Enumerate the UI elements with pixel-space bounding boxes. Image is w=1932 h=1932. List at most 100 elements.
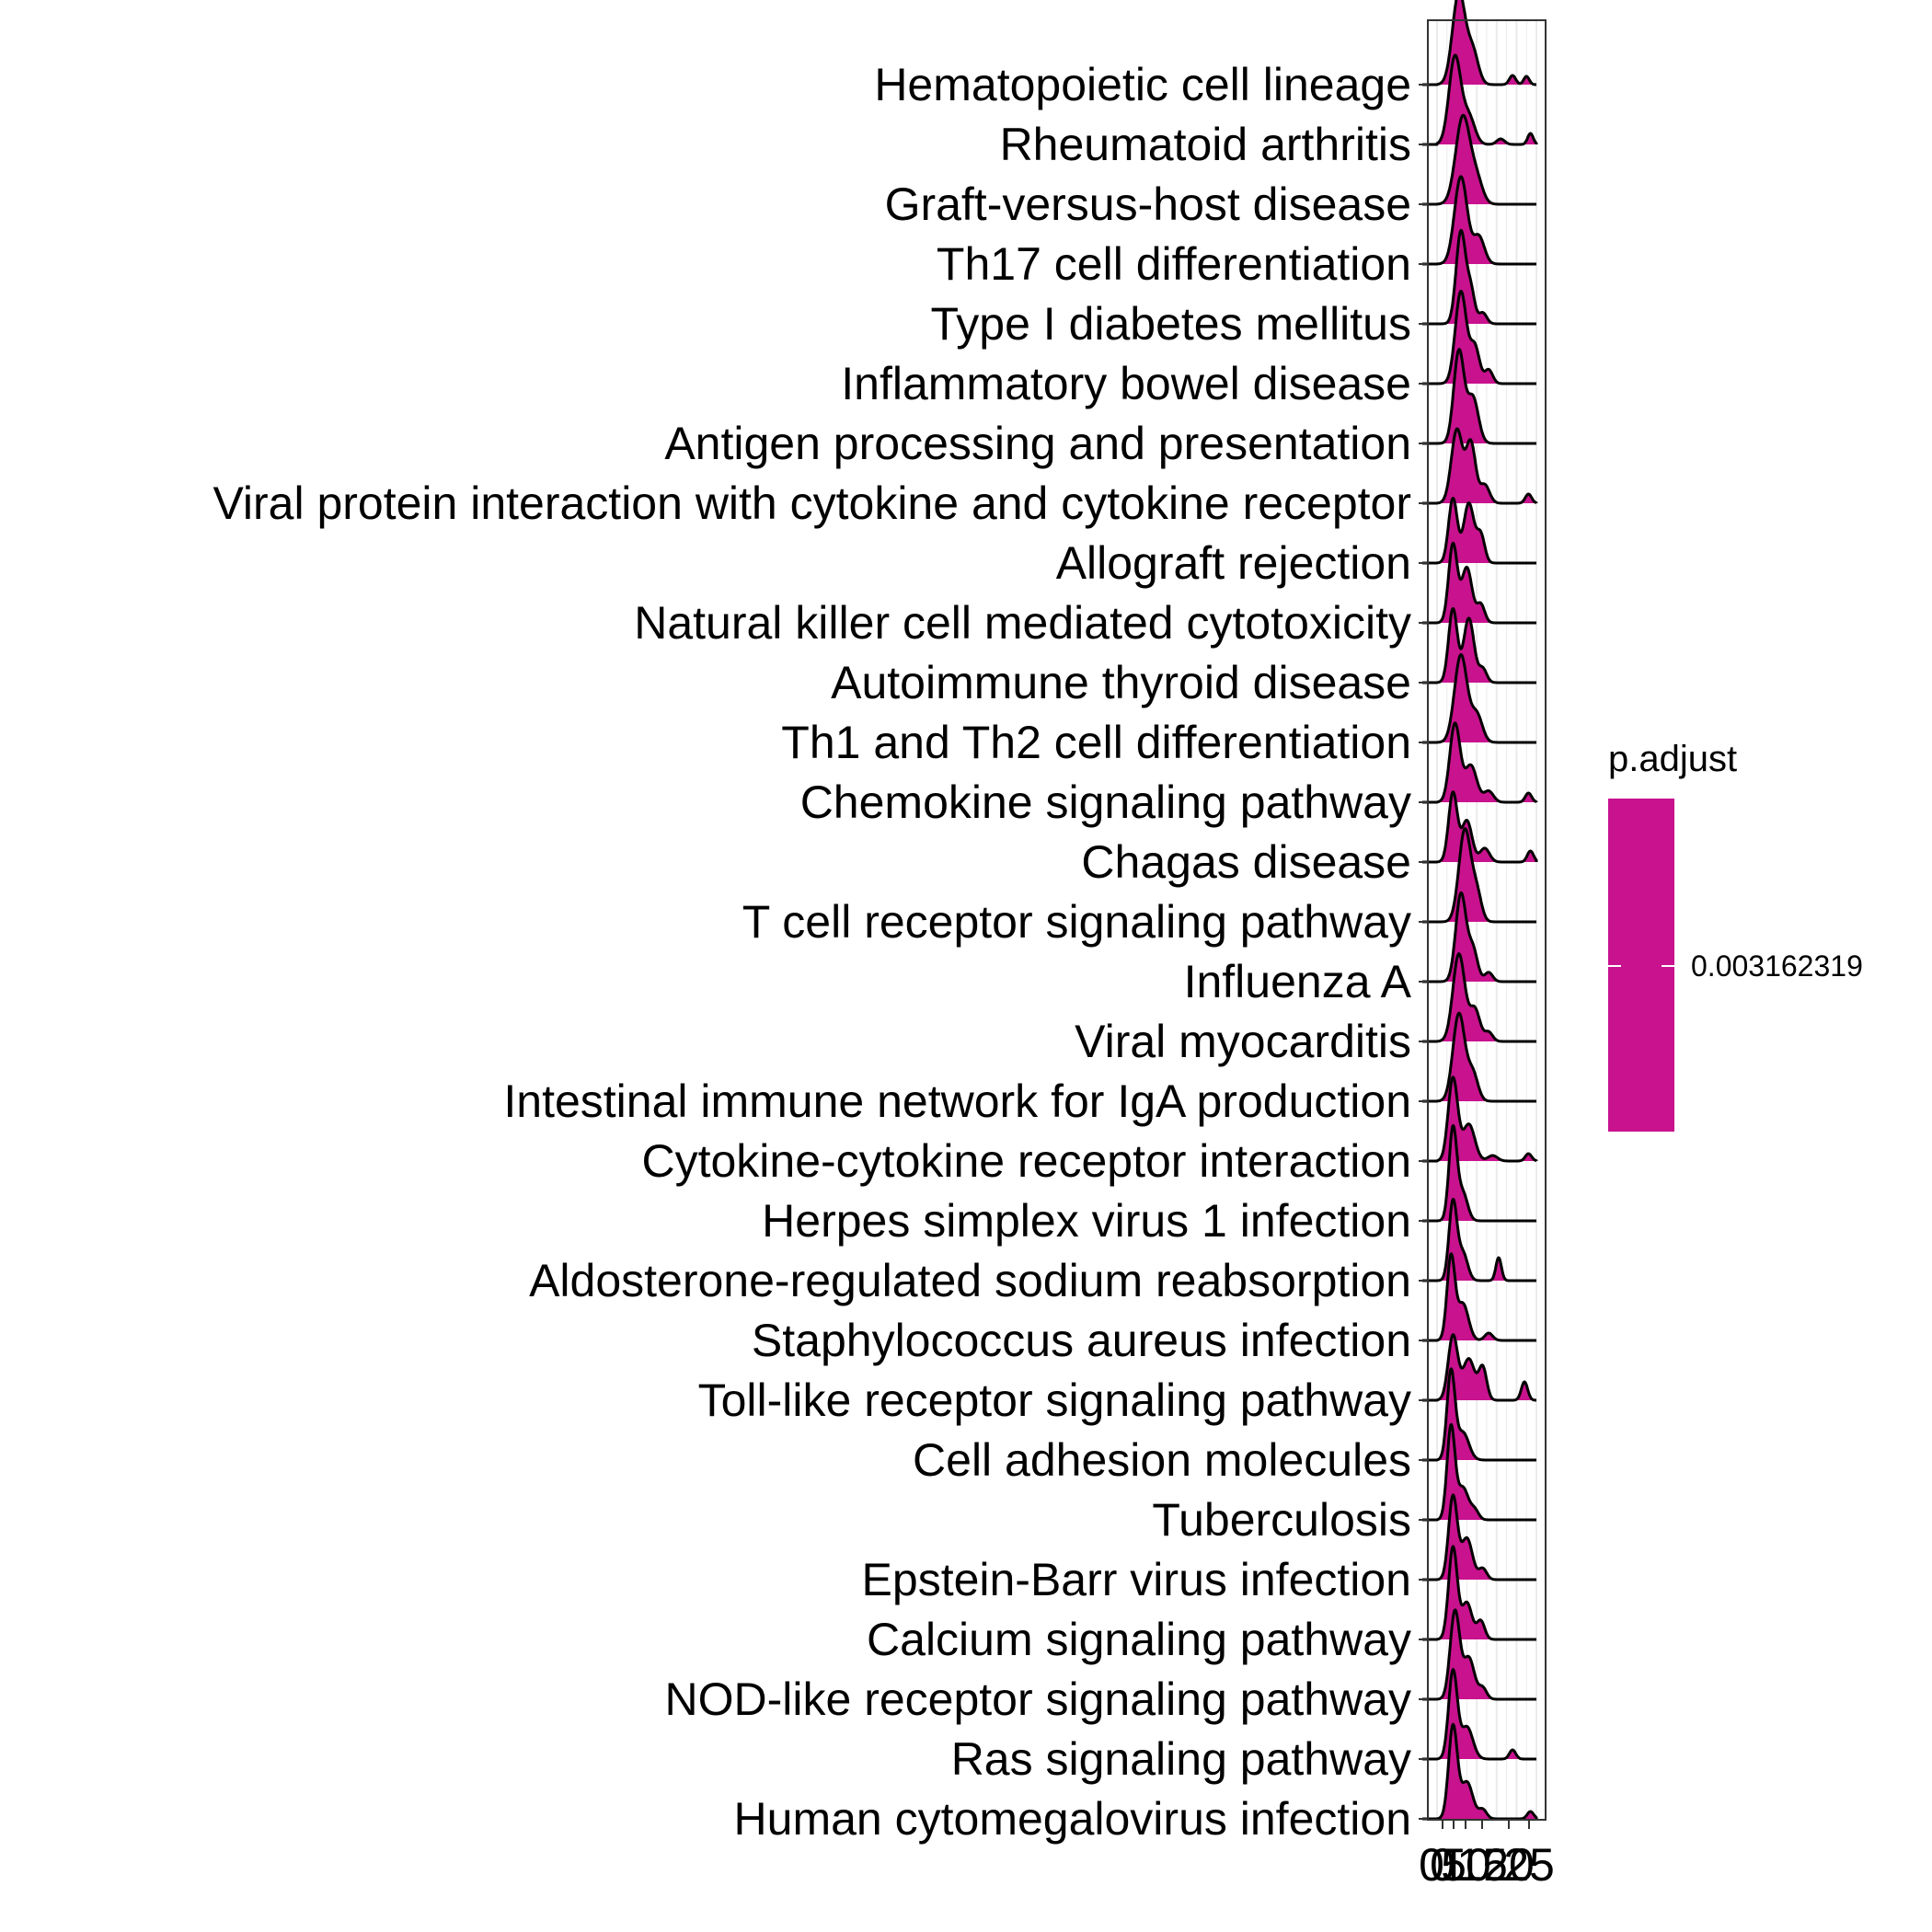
y-tick-label: Hematopoietic cell lineage <box>874 59 1411 110</box>
ridge-7 <box>1422 427 1538 505</box>
ridge-19 <box>1422 1123 1537 1223</box>
y-tick-label: Cytokine-cytokine receptor interaction <box>642 1135 1412 1187</box>
ridge-fill <box>1437 1368 1536 1460</box>
ridge-outline <box>1422 1608 1537 1701</box>
ridge-outline <box>1422 228 1537 326</box>
ridge-outline <box>1422 541 1537 625</box>
ridge-outline <box>1422 348 1537 445</box>
y-tick-label: Type I diabetes mellitus <box>931 298 1412 350</box>
x-tick-label: 15 <box>1456 1839 1508 1891</box>
ridge-outline <box>1422 653 1537 744</box>
x-tick-label: 5 <box>1441 1839 1466 1891</box>
legend-value-label: 0.003162319 <box>1691 949 1863 983</box>
ridge-fill <box>1437 1424 1536 1520</box>
ridge-fill <box>1437 349 1536 443</box>
ridge-outline <box>1422 952 1537 1043</box>
y-tick-label: Herpes simplex virus 1 infection <box>762 1195 1411 1247</box>
ridges <box>1422 0 1538 1821</box>
ridge-outline <box>1422 1668 1537 1761</box>
y-tick-label: Viral myocarditis <box>1075 1016 1411 1067</box>
ridge-fill <box>1437 1013 1536 1101</box>
ridge-outline <box>1422 1367 1537 1462</box>
ridge-outline <box>1422 175 1537 266</box>
x-tick-label: 0 <box>1430 1839 1455 1891</box>
ridge-18 <box>1422 1075 1538 1163</box>
y-tick-label: Inflammatory bowel disease <box>841 358 1411 409</box>
y-tick-label: Chagas disease <box>1081 836 1411 888</box>
ridge-outline <box>1422 497 1537 565</box>
y-tick-label: Human cytomegalovirus infection <box>734 1793 1411 1845</box>
y-tick-label: Rheumatoid arthritis <box>1000 119 1411 170</box>
ridge-fill <box>1437 1199 1536 1281</box>
ridge-fill <box>1437 722 1536 802</box>
ridge-outline <box>1422 1123 1537 1223</box>
ridge-fill <box>1437 1125 1536 1221</box>
ridge-outline <box>1422 1011 1537 1103</box>
y-tick-label: Ras signaling pathway <box>951 1733 1411 1785</box>
ridge-11 <box>1422 653 1537 744</box>
y-tick-label: Tuberculosis <box>1152 1494 1411 1546</box>
y-tick-label: Graft-versus-host disease <box>885 178 1411 230</box>
legend-title: p.adjust <box>1608 739 1737 779</box>
y-tick-label: Toll-like receptor signaling pathway <box>698 1374 1411 1426</box>
ridge-outline <box>1422 1252 1537 1342</box>
y-axis-labels: Hematopoietic cell lineage Rheumatoid art… <box>213 59 1428 1845</box>
ridge-outline <box>1422 606 1537 684</box>
ridge-12 <box>1422 721 1538 804</box>
y-tick-label: Intestinal immune network for IgA produc… <box>503 1075 1411 1127</box>
y-tick-label: Antigen processing and presentation <box>664 418 1411 469</box>
ridge-23 <box>1422 1367 1537 1462</box>
x-tick-label: 20 <box>1483 1839 1535 1891</box>
ridge-outline <box>1422 0 1537 86</box>
y-tick-label: Influenza A <box>1184 956 1412 1007</box>
ridge-outline <box>1422 1333 1537 1402</box>
panel-border <box>1427 19 1547 1821</box>
ridge-fill <box>1437 1669 1536 1759</box>
y-tick-label: Aldosterone-regulated sodium reabsorptio… <box>529 1255 1411 1306</box>
y-tick-label: Autoimmune thyroid disease <box>831 657 1411 708</box>
ridge-outline <box>1422 1422 1537 1522</box>
ridge-fill <box>1437 1494 1536 1580</box>
ridge-fill <box>1437 1546 1536 1639</box>
y-tick-label: Chemokine signaling pathway <box>800 776 1411 828</box>
ridge-21 <box>1422 1252 1537 1342</box>
ridge-outline <box>1422 1493 1537 1581</box>
ridge-outline <box>1422 53 1538 146</box>
y-tick-label: Epstein-Barr virus infection <box>862 1554 1411 1605</box>
ridge-fill <box>1437 1253 1536 1340</box>
ridge-25 <box>1422 1493 1537 1581</box>
ridge-26 <box>1422 1545 1537 1641</box>
legend: p.adjust 0.003162319 <box>1608 739 1863 1132</box>
ridge-fill <box>1437 654 1536 742</box>
ridge-17 <box>1422 1011 1537 1103</box>
y-tick-label: Th1 and Th2 cell differentiation <box>781 717 1411 768</box>
ridge-28 <box>1422 1668 1537 1761</box>
ridge-24 <box>1422 1422 1537 1522</box>
ridge-6 <box>1422 348 1537 445</box>
ridge-outline <box>1422 427 1538 505</box>
ridge-20 <box>1422 1197 1537 1282</box>
y-tick-label: Viral protein interaction with cytokine … <box>213 477 1411 529</box>
x-tick-label: 10 <box>1440 1839 1491 1891</box>
ridge-9 <box>1422 541 1537 625</box>
ridge-outline <box>1422 827 1537 924</box>
ridge-outline <box>1422 721 1538 804</box>
y-tick-label: Natural killer cell mediated cytotoxicit… <box>634 597 1411 649</box>
ridge-outline <box>1422 113 1537 206</box>
ridge-outline <box>1422 1197 1537 1282</box>
y-tick-label: Th17 cell differentiation <box>937 238 1411 290</box>
ridge-fill <box>1437 1076 1536 1161</box>
y-tick-label: T cell receptor signaling pathway <box>742 896 1411 948</box>
plot-panel <box>1422 0 1547 1821</box>
x-tick-label: 25 <box>1503 1839 1555 1891</box>
y-tick-label: Staphylococcus aureus infection <box>752 1315 1411 1366</box>
ridge-fill <box>1437 498 1536 563</box>
ridge-outline <box>1422 790 1538 864</box>
y-tick-label: Cell adhesion molecules <box>913 1434 1411 1486</box>
ridge-fill <box>1437 1609 1536 1699</box>
ridge-27 <box>1422 1608 1537 1701</box>
ridge-fill <box>1437 543 1536 623</box>
ridge-outline <box>1422 891 1537 983</box>
